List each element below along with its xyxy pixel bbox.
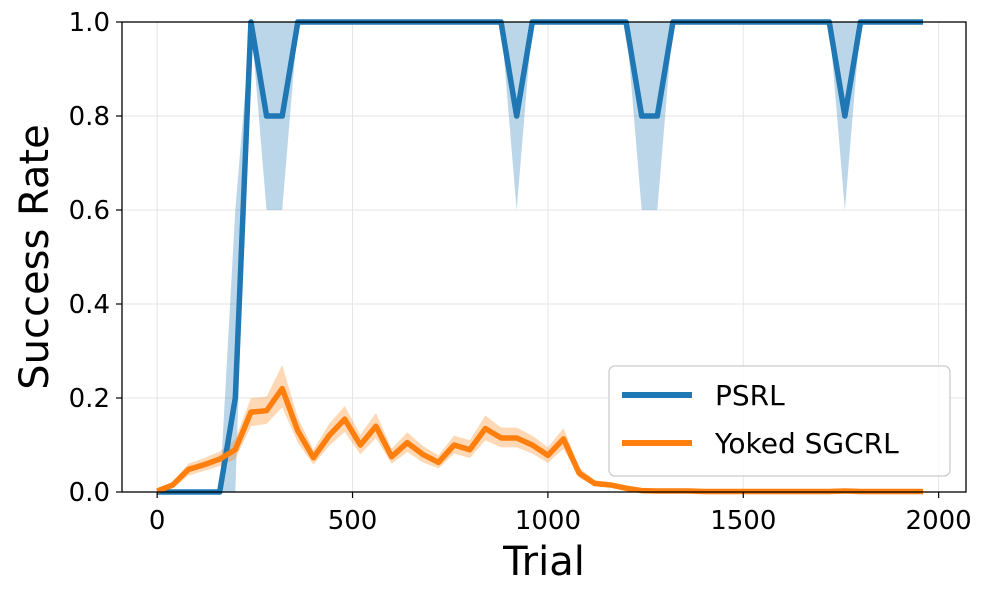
legend: PSRL Yoked SGCRL [608,365,951,477]
x-tick-label: 500 [328,506,378,536]
y-axis: 0.0 0.2 0.4 0.6 0.8 1.0 [69,8,122,508]
confidence-bands [157,22,924,492]
x-tick-label: 2000 [906,506,972,536]
y-tick-label: 1.0 [69,8,110,38]
y-tick-label: 0.4 [69,290,110,320]
band-psrl [157,22,924,492]
y-tick-label: 0.0 [69,478,110,508]
x-tick-label: 1000 [515,506,581,536]
x-tick-label: 1500 [710,506,776,536]
legend-box [608,365,951,477]
y-tick-label: 0.2 [69,384,110,414]
plot-frame [121,21,967,493]
y-tick-label: 0.6 [69,196,110,226]
x-axis-title: Trial [502,539,585,585]
legend-label-yoked-sgcrl: Yoked SGCRL [714,427,899,460]
x-tick-label: 0 [149,506,166,536]
y-tick-label: 0.8 [69,102,110,132]
y-axis-title: Success Rate [12,124,58,389]
legend-label-psrl: PSRL [715,379,785,412]
x-axis: 0 500 1000 1500 2000 [149,492,972,536]
